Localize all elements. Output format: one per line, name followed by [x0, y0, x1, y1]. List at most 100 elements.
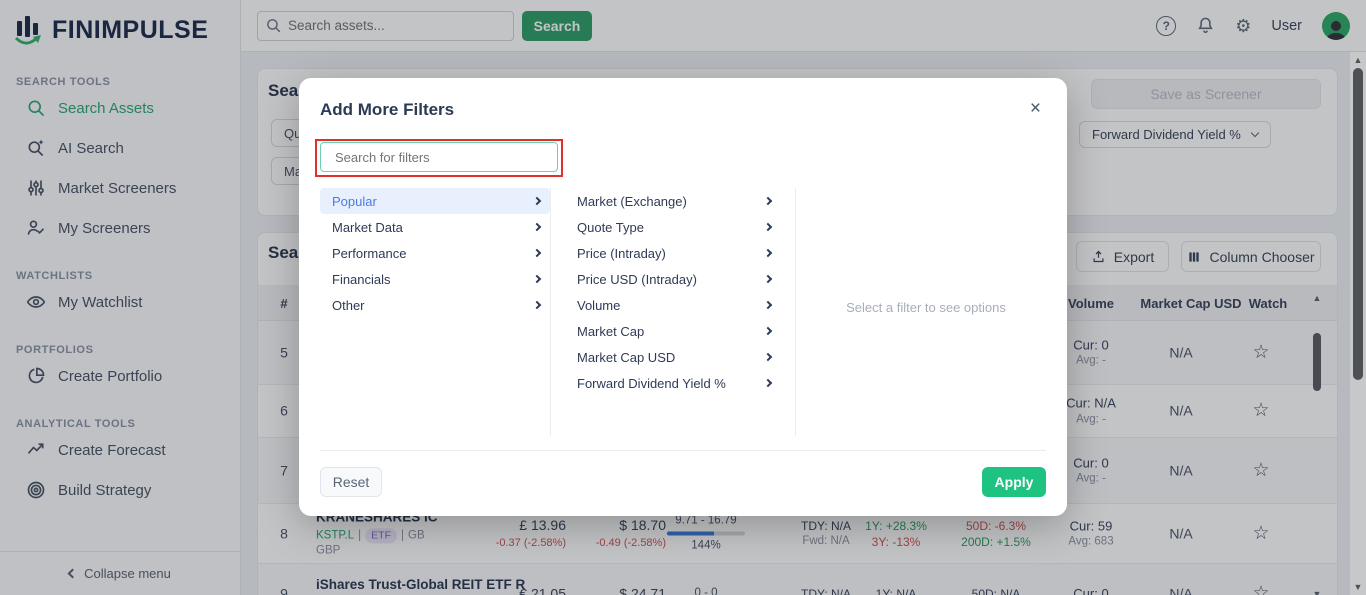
sidebar-item-create-forecast[interactable]: Create Forecast [0, 430, 240, 470]
watch-star-icon[interactable]: ☆ [1252, 341, 1270, 363]
scroll-down-icon[interactable]: ▼ [1312, 589, 1322, 595]
sidebar-item-my-watchlist[interactable]: My Watchlist [0, 282, 240, 322]
price-usd-cell: $ 18.70 -0.49 (-2.58%) [595, 516, 666, 550]
sidebar-item-market-screeners[interactable]: Market Screeners [0, 168, 240, 208]
trend-icon [26, 440, 46, 460]
watch-star-icon[interactable]: ☆ [1252, 459, 1270, 481]
dropdown-value: Forward Dividend Yield % [1092, 127, 1241, 142]
filter-price-intraday[interactable]: Price (Intraday) [565, 240, 781, 266]
performance-cell: 1Y: N/A [875, 586, 917, 595]
sidebar-item-build-strategy[interactable]: Build Strategy [0, 470, 240, 510]
close-icon[interactable]: × [1029, 98, 1041, 119]
market-cap-cell: N/A [1169, 462, 1193, 479]
filter-market-cap-usd[interactable]: Market Cap USD [565, 344, 781, 370]
divider [795, 188, 796, 436]
sidebar: FINIMPULSE SEARCH TOOLS Search Assets AI… [0, 0, 241, 595]
chevron-right-icon [763, 300, 773, 310]
filter-market-cap[interactable]: Market Cap [565, 318, 781, 344]
filter-label: Volume [577, 297, 621, 313]
sidebar-item-label: Search Assets [58, 99, 154, 117]
filter-label: Market (Exchange) [577, 193, 687, 209]
target-icon [26, 480, 46, 500]
asset-name-cell[interactable]: iShares Trust-Global REIT ETF R 1176.DE|… [316, 576, 526, 592]
category-other[interactable]: Other [320, 292, 550, 318]
column-chooser-button[interactable]: Column Chooser [1181, 241, 1321, 272]
filter-quote-type[interactable]: Quote Type [565, 214, 781, 240]
header-watch[interactable]: Watch [1248, 295, 1288, 311]
filter-price-usd-intraday[interactable]: Price USD (Intraday) [565, 266, 781, 292]
market-cap-cell: N/A [1169, 402, 1193, 419]
volume-cell: Cur: 0 [1073, 585, 1109, 595]
scroll-up-icon[interactable]: ▲ [1353, 55, 1363, 65]
range-bar [667, 531, 745, 536]
reset-button[interactable]: Reset [320, 467, 382, 497]
avatar[interactable] [1322, 11, 1350, 40]
volume-cell: Cur: 59 Avg: 683 [1068, 517, 1114, 548]
pie-icon [26, 366, 46, 386]
volume-cell: Cur: 0 Avg: - [1073, 336, 1109, 367]
moving-average-cell: 50D: N/A [971, 586, 1021, 595]
sidebar-item-create-portfolio[interactable]: Create Portfolio [0, 356, 240, 396]
category-popular[interactable]: Popular [320, 188, 550, 214]
filter-search [320, 142, 558, 172]
watch-star-icon[interactable]: ☆ [1252, 400, 1270, 422]
column-chooser-label: Column Chooser [1209, 248, 1315, 265]
add-more-filters-modal: Add More Filters × Popular Market Data P… [299, 78, 1067, 516]
filter-label: Quote Type [577, 219, 644, 235]
sidebar-item-my-screeners[interactable]: My Screeners [0, 208, 240, 248]
search-icon [26, 98, 46, 118]
scroll-up-icon[interactable]: ▲ [1312, 293, 1322, 303]
sidebar-section-analytical-tools: ANALYTICAL TOOLS [16, 418, 136, 430]
range-cell: 9.71 - 16.79 144% [656, 513, 756, 554]
sidebar-section-search-tools: SEARCH TOOLS [16, 76, 111, 88]
chevron-right-icon [763, 248, 773, 258]
export-icon [1093, 250, 1104, 263]
watch-star-icon[interactable]: ☆ [1252, 582, 1270, 595]
table-scrollbar-thumb[interactable] [1313, 333, 1321, 391]
scroll-down-icon[interactable]: ▼ [1353, 582, 1363, 592]
asset-search-input[interactable] [257, 10, 514, 41]
filter-label: Price USD (Intraday) [577, 271, 697, 287]
header-volume[interactable]: Volume [1068, 295, 1114, 311]
help-icon[interactable]: ? [1156, 15, 1177, 36]
chevron-right-icon [532, 196, 542, 206]
chevron-right-icon [532, 274, 542, 284]
category-performance[interactable]: Performance [320, 240, 550, 266]
filter-market-exchange[interactable]: Market (Exchange) [565, 188, 781, 214]
sidebar-item-ai-search[interactable]: AI Search [0, 128, 240, 168]
collapse-menu-button[interactable]: Collapse menu [0, 551, 240, 595]
search-icon [265, 17, 282, 34]
apply-button[interactable]: Apply [982, 467, 1046, 497]
chevron-right-icon [763, 196, 773, 206]
export-button[interactable]: Export [1076, 241, 1169, 272]
filter-forward-dividend-yield[interactable]: Forward Dividend Yield % [565, 370, 781, 396]
filter-volume[interactable]: Volume [565, 292, 781, 318]
category-financials[interactable]: Financials [320, 266, 550, 292]
forward-dividend-yield-dropdown[interactable]: Forward Dividend Yield % [1079, 121, 1271, 148]
page-scrollbar-thumb[interactable] [1353, 68, 1363, 380]
sidebar-section-portfolios: PORTFOLIOS [16, 344, 94, 356]
market-cap-cell: N/A [1169, 525, 1193, 542]
filter-search-input[interactable] [320, 142, 558, 172]
sidebar-item-search-assets[interactable]: Search Assets [0, 88, 240, 128]
market-cap-cell: N/A [1169, 585, 1193, 595]
header-market-cap-usd[interactable]: Market Cap USD [1140, 295, 1242, 311]
category-label: Popular [332, 193, 377, 209]
watch-star-icon[interactable]: ☆ [1252, 522, 1270, 544]
sidebar-item-label: Market Screeners [58, 179, 177, 197]
brand-logo: FINIMPULSE [0, 0, 240, 54]
chevron-right-icon [763, 378, 773, 388]
volume-cell: Cur: N/A Avg: - [1066, 395, 1116, 426]
row-number: 5 [280, 344, 288, 361]
search-button[interactable]: Search [522, 10, 592, 41]
filter-label: Market Cap USD [577, 349, 676, 365]
row-number: 7 [280, 462, 288, 479]
header-num[interactable]: # [280, 295, 288, 311]
bell-icon[interactable] [1196, 16, 1215, 35]
options-placeholder: Select a filter to see options [846, 300, 1006, 315]
sidebar-item-label: My Screeners [58, 219, 151, 237]
price-usd-cell: $ 24.71 [619, 585, 666, 595]
gear-icon[interactable]: ⚙ [1235, 15, 1252, 36]
save-as-screener-button[interactable]: Save as Screener [1091, 79, 1321, 109]
category-market-data[interactable]: Market Data [320, 214, 550, 240]
